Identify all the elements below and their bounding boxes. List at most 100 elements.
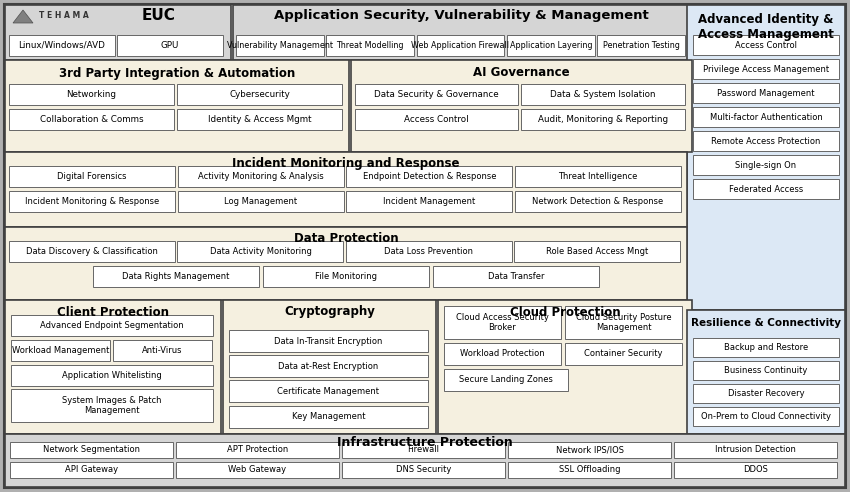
Bar (178, 191, 343, 212)
Bar (176, 442, 338, 458)
Text: Secure Landing Zones: Secure Landing Zones (459, 375, 553, 385)
Bar (93, 266, 259, 287)
Text: SSL Offloading: SSL Offloading (558, 465, 620, 474)
Bar (5, 60, 349, 152)
Text: Activity Monitoring & Analysis: Activity Monitoring & Analysis (198, 172, 324, 181)
Text: Penetration Testing: Penetration Testing (603, 41, 679, 50)
Bar (5, 434, 845, 487)
Bar (233, 5, 690, 60)
Bar (522, 109, 685, 130)
Bar (347, 166, 513, 187)
Text: Federated Access: Federated Access (728, 184, 803, 193)
Text: Cryptography: Cryptography (284, 306, 375, 318)
Bar (565, 343, 682, 365)
Text: Threat Intelligence: Threat Intelligence (558, 172, 638, 181)
Text: Endpoint Detection & Response: Endpoint Detection & Response (363, 172, 496, 181)
Text: Business Continuity: Business Continuity (724, 366, 807, 375)
Text: Cloud Protection: Cloud Protection (510, 306, 620, 318)
Text: Data Rights Management: Data Rights Management (122, 272, 230, 281)
Bar (347, 191, 513, 212)
Text: Infrastructure Protection: Infrastructure Protection (337, 436, 513, 450)
Text: Firewall: Firewall (407, 445, 439, 455)
Bar (515, 191, 681, 212)
Text: Disaster Recovery: Disaster Recovery (728, 389, 804, 398)
Bar (5, 152, 687, 227)
Text: DNS Security: DNS Security (396, 465, 451, 474)
Text: Log Management: Log Management (224, 197, 298, 206)
Bar (229, 405, 428, 428)
Text: APT Protection: APT Protection (227, 445, 288, 455)
Text: Application Layering: Application Layering (509, 41, 592, 50)
Bar (674, 442, 837, 458)
Text: AI Governance: AI Governance (473, 66, 570, 80)
Bar (5, 5, 231, 60)
Text: Network Detection & Response: Network Detection & Response (532, 197, 664, 206)
Text: Data Loss Prevention: Data Loss Prevention (384, 247, 473, 256)
Bar (236, 35, 324, 56)
Text: Access Control: Access Control (405, 115, 469, 124)
Bar (693, 35, 839, 55)
Text: Network IPS/IOS: Network IPS/IOS (556, 445, 624, 455)
Text: Data Discovery & Classification: Data Discovery & Classification (26, 247, 158, 256)
Text: Password Management: Password Management (717, 89, 815, 97)
Bar (9, 109, 174, 130)
Text: Digital Forensics: Digital Forensics (57, 172, 127, 181)
Text: Cloud Access Security
Broker: Cloud Access Security Broker (456, 313, 549, 332)
Text: Role Based Access Mngt: Role Based Access Mngt (547, 247, 649, 256)
Bar (9, 84, 174, 105)
Bar (693, 59, 839, 79)
Bar (177, 84, 342, 105)
Bar (176, 462, 338, 478)
Bar (11, 389, 213, 422)
Bar (11, 340, 110, 361)
Text: Advanced Identity &
Access Management: Advanced Identity & Access Management (698, 13, 834, 41)
Text: Application Security, Vulnerability & Management: Application Security, Vulnerability & Ma… (274, 9, 649, 23)
Bar (693, 155, 839, 175)
Bar (508, 442, 671, 458)
Bar (693, 361, 839, 380)
Text: GPU: GPU (161, 41, 179, 50)
Text: DDOS: DDOS (743, 465, 768, 474)
Bar (674, 462, 837, 478)
Bar (693, 83, 839, 103)
Bar (178, 241, 343, 262)
Bar (10, 442, 173, 458)
Bar (565, 306, 682, 339)
Text: Key Management: Key Management (292, 412, 366, 421)
Text: Web Application Firewall: Web Application Firewall (411, 41, 509, 50)
Text: Data In-Transit Encryption: Data In-Transit Encryption (275, 337, 382, 345)
Bar (693, 107, 839, 127)
Text: File Monitoring: File Monitoring (315, 272, 377, 281)
Bar (117, 35, 223, 56)
Bar (178, 166, 343, 187)
Text: Threat Modelling: Threat Modelling (337, 41, 404, 50)
Text: Data Activity Monitoring: Data Activity Monitoring (210, 247, 311, 256)
Bar (693, 407, 839, 426)
Text: Advanced Endpoint Segmentation: Advanced Endpoint Segmentation (40, 321, 184, 330)
Bar (113, 340, 212, 361)
Bar (444, 369, 568, 391)
Bar (5, 227, 687, 300)
Bar (177, 109, 342, 130)
Text: Network Segmentation: Network Segmentation (42, 445, 139, 455)
Bar (9, 166, 175, 187)
Text: Data Transfer: Data Transfer (488, 272, 544, 281)
Bar (9, 191, 175, 212)
Text: API Gateway: API Gateway (65, 465, 118, 474)
Text: T E H A M A: T E H A M A (39, 11, 88, 21)
Bar (433, 266, 599, 287)
Text: Data at-Rest Encryption: Data at-Rest Encryption (278, 362, 378, 370)
Text: Data Protection: Data Protection (294, 233, 399, 246)
Text: Networking: Networking (66, 90, 116, 99)
Bar (515, 166, 681, 187)
Bar (223, 300, 436, 434)
Text: Web Gateway: Web Gateway (229, 465, 286, 474)
Text: Incident Monitoring and Response: Incident Monitoring and Response (232, 157, 460, 171)
Bar (346, 241, 512, 262)
Text: Identity & Access Mgmt: Identity & Access Mgmt (207, 115, 311, 124)
Text: Application Whitelisting: Application Whitelisting (62, 371, 162, 380)
Text: Access Control: Access Control (735, 40, 797, 50)
Bar (687, 310, 845, 434)
Text: Client Protection: Client Protection (57, 306, 169, 318)
Bar (693, 338, 839, 357)
